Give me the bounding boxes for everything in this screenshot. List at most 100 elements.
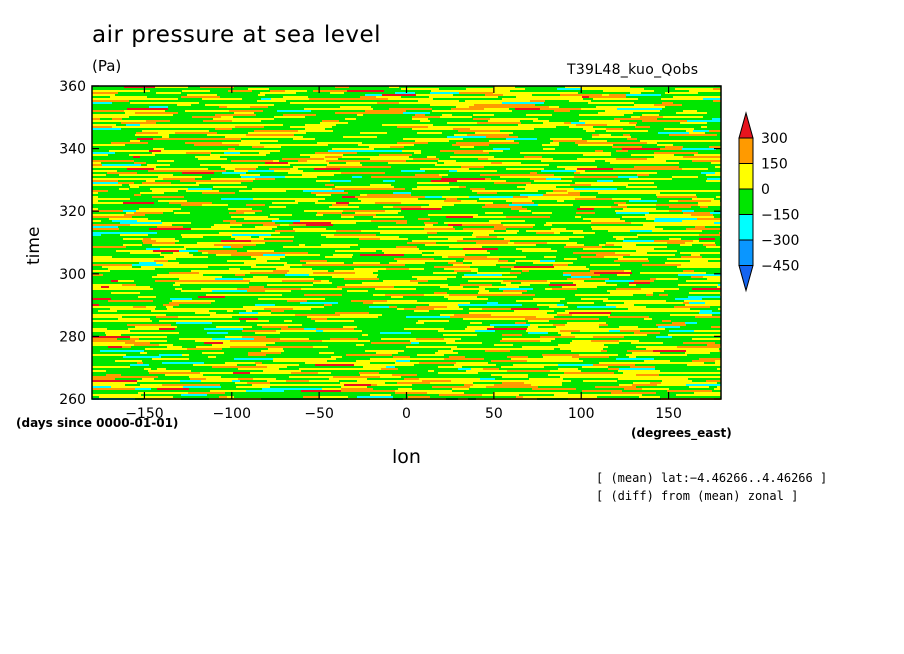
field-cell bbox=[419, 384, 427, 386]
field-cell bbox=[108, 190, 152, 192]
field-cell bbox=[497, 236, 534, 238]
field-cell bbox=[411, 342, 419, 344]
field-cell bbox=[191, 228, 229, 230]
field-cell bbox=[510, 90, 542, 92]
field-cell bbox=[610, 314, 653, 316]
field-cell bbox=[154, 202, 169, 204]
field-cell bbox=[218, 298, 258, 300]
field-cell bbox=[273, 160, 279, 162]
field-cell bbox=[253, 198, 281, 200]
field-cell bbox=[171, 286, 181, 288]
field-cell bbox=[202, 352, 210, 354]
field-cell bbox=[597, 396, 639, 398]
field-cell bbox=[670, 314, 712, 316]
field-cell bbox=[420, 124, 427, 126]
field-cell bbox=[92, 388, 135, 390]
field-cell bbox=[709, 334, 721, 336]
field-cell bbox=[506, 230, 519, 232]
field-cell bbox=[222, 370, 230, 372]
field-cell bbox=[389, 262, 425, 264]
field-cell bbox=[705, 258, 721, 260]
field-cell bbox=[179, 262, 192, 264]
field-cell bbox=[517, 160, 541, 162]
field-cell bbox=[300, 196, 316, 198]
field-cell bbox=[213, 118, 235, 120]
field-cell bbox=[422, 212, 433, 214]
field-cell bbox=[469, 168, 506, 170]
field-cell bbox=[115, 378, 142, 380]
field-cell bbox=[640, 290, 664, 292]
field-cell bbox=[699, 90, 721, 92]
field-cell bbox=[692, 160, 721, 162]
field-cell bbox=[516, 300, 552, 302]
field-cell bbox=[172, 118, 189, 120]
field-cell bbox=[648, 168, 682, 170]
colorbar-box bbox=[738, 239, 754, 266]
field-cell bbox=[329, 362, 370, 364]
field-cell bbox=[489, 208, 511, 210]
field-cell bbox=[493, 148, 510, 150]
field-cell bbox=[158, 132, 169, 134]
field-cell bbox=[188, 128, 215, 130]
field-cell bbox=[299, 380, 309, 382]
field-cell bbox=[433, 224, 448, 226]
field-cell bbox=[483, 332, 495, 334]
field-cell bbox=[317, 212, 342, 214]
field-cell bbox=[482, 206, 522, 208]
field-cell bbox=[671, 170, 710, 172]
field-cell bbox=[156, 166, 166, 168]
field-cell bbox=[694, 330, 721, 332]
field-cell bbox=[134, 358, 152, 360]
field-cell bbox=[671, 354, 687, 356]
field-cell bbox=[348, 204, 374, 206]
field-cell bbox=[515, 260, 540, 262]
field-cell bbox=[515, 108, 540, 110]
field-cell bbox=[558, 332, 571, 334]
field-cell bbox=[523, 378, 529, 380]
field-cell bbox=[395, 362, 419, 364]
field-cell bbox=[706, 174, 721, 176]
field-cell bbox=[382, 240, 412, 242]
field-cell bbox=[210, 150, 248, 152]
field-cell bbox=[565, 86, 586, 88]
field-cell bbox=[654, 152, 698, 154]
field-cell bbox=[126, 124, 140, 126]
field-cell bbox=[343, 134, 383, 136]
field-cell bbox=[200, 86, 234, 88]
field-cell bbox=[648, 296, 688, 298]
field-cell bbox=[119, 278, 153, 280]
field-cell bbox=[92, 346, 108, 348]
field-cell bbox=[280, 126, 290, 128]
field-cell bbox=[168, 260, 192, 262]
field-cell bbox=[112, 208, 139, 210]
field-cell bbox=[182, 194, 221, 196]
field-cell bbox=[553, 264, 568, 266]
field-cell bbox=[549, 306, 568, 308]
field-cell bbox=[617, 284, 629, 286]
field-cell bbox=[435, 352, 458, 354]
field-cell bbox=[170, 298, 192, 300]
field-cell bbox=[526, 330, 535, 332]
field-cell bbox=[362, 164, 396, 166]
field-cell bbox=[204, 108, 216, 110]
field-cell bbox=[193, 364, 237, 366]
field-cell bbox=[235, 168, 256, 170]
field-cell bbox=[158, 176, 202, 178]
field-cell bbox=[342, 110, 365, 112]
y-tick-label: 300 bbox=[59, 267, 86, 283]
field-cell bbox=[589, 162, 598, 164]
field-cell bbox=[456, 260, 463, 262]
field-cell bbox=[465, 328, 487, 330]
field-cell bbox=[576, 124, 607, 126]
field-cell bbox=[182, 90, 210, 92]
field-cell bbox=[107, 352, 140, 354]
field-cell bbox=[578, 118, 590, 120]
field-cell bbox=[697, 184, 721, 186]
field-cell bbox=[374, 204, 402, 206]
field-cell bbox=[559, 142, 575, 144]
field-cell bbox=[308, 96, 316, 98]
field-cell bbox=[447, 302, 470, 304]
field-cell bbox=[418, 282, 456, 284]
field-cell bbox=[460, 146, 474, 148]
field-cell bbox=[310, 156, 325, 158]
